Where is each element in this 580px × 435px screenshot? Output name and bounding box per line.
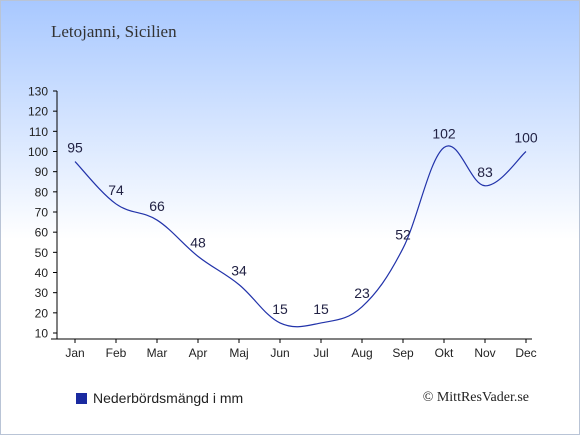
y-tick-label: 100 (28, 145, 48, 159)
x-tick-label: Mar (147, 346, 168, 360)
data-label: 102 (432, 125, 456, 141)
data-label: 15 (313, 301, 329, 317)
x-tick-label: Okt (435, 346, 454, 360)
x-tick-label: Aug (351, 346, 372, 360)
x-tick-label: Dec (515, 346, 536, 360)
x-tick-label: Jun (270, 346, 289, 360)
data-label: 52 (395, 226, 411, 242)
data-label: 34 (231, 263, 247, 279)
x-tick-label: Feb (106, 346, 127, 360)
x-tick-label: Maj (229, 346, 248, 360)
y-tick-label: 60 (35, 226, 49, 240)
series-line (74, 145, 527, 328)
credit-text: © MittResVader.se (422, 390, 529, 405)
y-tick-label: 40 (35, 266, 49, 280)
data-label: 74 (108, 182, 124, 198)
legend-label: Nederbördsmängd i mm (93, 390, 244, 406)
legend-swatch (76, 392, 87, 404)
chart-title: Letojanni, Sicilien (51, 22, 177, 41)
y-tick-label: 20 (35, 306, 49, 320)
y-tick-label: 90 (35, 165, 49, 179)
x-tick-label: Nov (474, 346, 495, 360)
y-tick-label: 120 (28, 105, 48, 119)
y-tick-label: 10 (35, 327, 49, 341)
data-label: 23 (354, 285, 370, 301)
y-tick-label: 110 (29, 125, 48, 139)
x-tick-label: Apr (189, 346, 208, 360)
y-tick-label: 130 (28, 85, 48, 99)
y-tick-label: 50 (35, 246, 49, 260)
data-label: 83 (477, 164, 493, 180)
y-tick-label: 80 (35, 185, 49, 199)
data-label: 15 (272, 301, 288, 317)
data-label: 66 (149, 198, 165, 214)
data-label: 95 (67, 140, 83, 156)
data-label: 48 (190, 234, 206, 250)
legend: Nederbördsmängd i mm (76, 390, 243, 406)
x-tick-label: Jul (313, 346, 328, 360)
y-tick-label: 30 (35, 286, 49, 300)
x-tick-label: Sep (392, 346, 414, 360)
data-label: 100 (514, 130, 538, 146)
x-tick-label: Jan (65, 346, 84, 360)
y-tick-label: 70 (35, 206, 49, 220)
